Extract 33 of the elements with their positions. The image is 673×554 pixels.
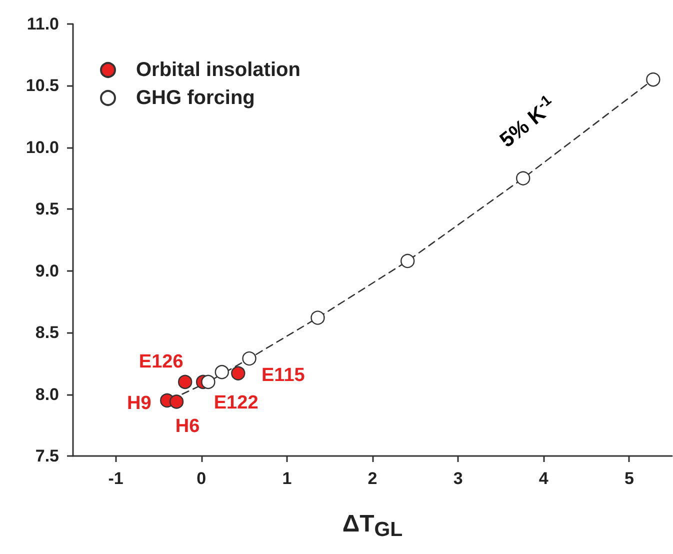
x-tick-label: 3: [453, 469, 463, 488]
annotation: H9: [126, 392, 152, 414]
y-tick-label: 9.5: [35, 200, 59, 219]
point: [310, 310, 325, 325]
x-tick-label: -1: [108, 469, 124, 488]
y-tick-label: 9.0: [35, 261, 59, 280]
x-tick-label: 5: [624, 469, 634, 488]
legend-label: Orbital insolation: [136, 59, 300, 81]
y-tick-label: 8.0: [35, 384, 59, 404]
annotation: E122: [214, 392, 258, 414]
annotation: H6: [175, 416, 200, 438]
y-tick-label: 11.0: [26, 14, 59, 34]
y-tick-label: 8.5: [35, 323, 59, 342]
point: [400, 254, 415, 268]
point: [178, 374, 192, 390]
x-tick-label: 1: [282, 469, 292, 488]
x-tick-label: 4: [538, 469, 549, 488]
legend-label: GHG forcing: [136, 87, 255, 109]
point: [169, 394, 184, 409]
y-tick-label: 10.5: [26, 76, 59, 96]
annotation: E126: [138, 351, 184, 372]
x-tick-label: 0: [196, 469, 206, 488]
point: [516, 171, 530, 186]
point: [242, 351, 256, 366]
point: [214, 364, 229, 380]
y-tick-label: 10.0: [26, 138, 59, 157]
point: [231, 366, 246, 380]
annotation: E115: [261, 364, 306, 386]
point: [646, 72, 660, 87]
point: [201, 374, 216, 390]
x-tick-label: 2: [368, 469, 378, 488]
annotation: 5% K-1: [496, 92, 555, 152]
y-tick-label: 7.5: [35, 446, 59, 466]
